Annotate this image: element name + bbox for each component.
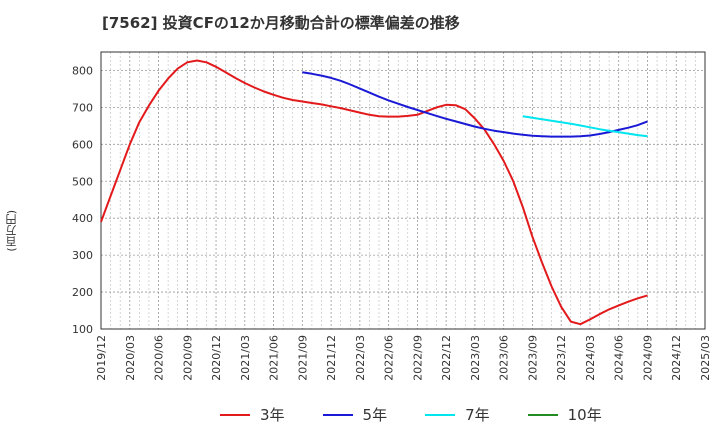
chart-legend: 3年 5年 7年 10年 xyxy=(220,404,602,425)
y-tick-label: 700 xyxy=(72,101,93,114)
plot-frame xyxy=(100,51,706,330)
x-tick-label: 2021/12 xyxy=(325,335,338,381)
y-tick-label: 800 xyxy=(72,64,93,77)
legend-item-10y: 10年 xyxy=(527,404,602,425)
x-tick-label: 2024/03 xyxy=(584,335,597,381)
x-tick-label: 2025/03 xyxy=(699,335,712,381)
legend-swatch-10y xyxy=(527,413,558,416)
x-tick-label: 2022/09 xyxy=(411,335,424,381)
x-tick-label: 2021/06 xyxy=(268,335,281,381)
x-tick-label: 2021/03 xyxy=(239,335,252,381)
legend-item-7y: 7年 xyxy=(425,404,490,425)
x-tick-label: 2020/06 xyxy=(153,335,166,381)
x-tick-label: 2024/12 xyxy=(670,335,683,381)
y-tick-label: 100 xyxy=(72,323,93,336)
x-tick-label: 2021/09 xyxy=(296,335,309,381)
x-tick-label: 2022/06 xyxy=(383,335,396,381)
x-tick-label: 2023/09 xyxy=(526,335,539,381)
y-tick-label: 300 xyxy=(72,249,93,262)
plot-area xyxy=(101,52,705,329)
x-tick-label: 2024/06 xyxy=(613,335,626,381)
legend-label-10y: 10年 xyxy=(567,406,602,424)
legend-item-3y: 3年 xyxy=(220,404,285,425)
x-tick-label: 2023/06 xyxy=(498,335,511,381)
x-tick-label: 2019/12 xyxy=(95,335,108,381)
x-tick-label: 2022/03 xyxy=(354,335,367,381)
legend-label-5y: 5年 xyxy=(362,406,388,424)
y-tick-label: 400 xyxy=(72,212,93,225)
x-tick-label: 2023/12 xyxy=(555,335,568,381)
x-tick-label: 2022/12 xyxy=(440,335,453,381)
x-tick-label: 2023/03 xyxy=(469,335,482,381)
legend-label-3y: 3年 xyxy=(260,406,285,424)
legend-item-5y: 5年 xyxy=(322,404,388,425)
x-tick-label: 2020/09 xyxy=(181,335,194,381)
y-tick-label: 500 xyxy=(72,175,93,188)
x-tick-label: 2020/12 xyxy=(210,335,223,381)
series-line-1 xyxy=(100,59,648,326)
x-tick-label: 2020/03 xyxy=(124,335,137,381)
legend-swatch-7y xyxy=(425,413,456,416)
y-tick-label: 200 xyxy=(72,286,93,299)
y-tick-label: 600 xyxy=(72,138,93,151)
series-line-3 xyxy=(522,115,648,138)
series-line-2 xyxy=(302,71,648,138)
chart-title: [7562] 投資CFの12か月移動合計の標準偏差の推移 xyxy=(102,14,460,32)
legend-swatch-3y xyxy=(220,413,250,416)
x-tick-label: 2024/09 xyxy=(641,335,654,381)
legend-swatch-5y xyxy=(322,413,353,416)
legend-label-7y: 7年 xyxy=(465,406,490,424)
